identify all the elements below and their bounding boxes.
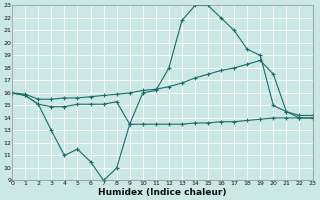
X-axis label: Humidex (Indice chaleur): Humidex (Indice chaleur) <box>98 188 227 197</box>
